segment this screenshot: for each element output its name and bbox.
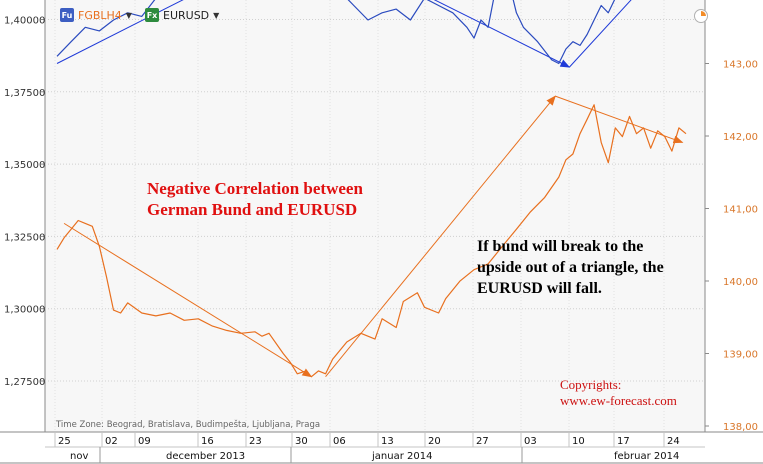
bund-trendline — [433, 0, 571, 68]
x-tick-label: 02 — [105, 436, 118, 447]
futures-icon: Fu — [60, 8, 74, 22]
x-tick-label: 23 — [249, 436, 262, 447]
correlation-line-1: Negative Correlation between — [147, 179, 363, 198]
left-tick-label: 1,27500 — [4, 377, 45, 388]
x-tick-label: 13 — [381, 436, 394, 447]
forecast-line-1: If bund will break to the — [477, 238, 644, 255]
series-line-fgblh4 — [56, 0, 616, 65]
eurusd-trendline — [555, 95, 684, 144]
x-tick-label: 25 — [58, 436, 71, 447]
trendlines — [56, 0, 684, 378]
series-lines — [56, 0, 687, 378]
forecast-line-3: EURUSD will fall. — [477, 280, 602, 297]
left-tick-label: 1,40000 — [4, 16, 45, 27]
right-tick-label: 142,00 — [723, 132, 758, 143]
legend-label-fgblh4: FGBLH4 — [78, 8, 122, 22]
grid — [44, 0, 706, 432]
x-tick-label: 24 — [667, 436, 680, 447]
timezone-label: Time Zone: Beograd, Bratislava, Budimpeš… — [56, 420, 321, 430]
copyright-line-1: Copyrights: — [560, 377, 622, 392]
right-axis: 146,00145,00144,00143,00142,00141,00140,… — [705, 60, 758, 433]
series-line-eurusd — [56, 104, 687, 378]
chevron-down-icon[interactable]: ▼ — [125, 10, 132, 20]
clock-icon[interactable] — [694, 9, 708, 23]
x-month-label: december 2013 — [166, 451, 245, 462]
left-tick-label: 1,32500 — [4, 232, 45, 243]
forecast-line-2: upside out of a triangle, the — [477, 259, 664, 276]
x-month-label: januar 2014 — [371, 451, 432, 462]
right-tick-label: 140,00 — [723, 277, 758, 288]
correlation-annotation: Negative Correlation between German Bund… — [147, 178, 363, 220]
x-tick-label: 06 — [333, 436, 346, 447]
chevron-down-icon[interactable]: ▼ — [213, 10, 220, 20]
forex-icon: Fx — [145, 8, 159, 22]
x-tick-label: 30 — [295, 436, 308, 447]
x-tick-label: 17 — [617, 436, 630, 447]
x-axis: 25 02 09 16 23 30 06 13 20 27 03 10 17 24 nov december … — [0, 431, 763, 464]
eurusd-trendline — [325, 95, 556, 377]
copyright-annotation: Copyrights: www.ew-forecast.com — [560, 377, 677, 409]
x-tick-label: 10 — [572, 436, 585, 447]
copyright-line-2: www.ew-forecast.com — [560, 393, 677, 408]
forecast-annotation: If bund will break to the upside out of … — [477, 236, 664, 299]
plot-background — [45, 0, 705, 432]
right-tick-label: 141,00 — [723, 205, 758, 216]
x-tick-label: 03 — [524, 436, 537, 447]
legend-series-eurusd[interactable]: Fx EURUSD ▼ — [145, 6, 219, 24]
bund-trendline — [569, 0, 632, 68]
x-month-label: februar 2014 — [614, 451, 679, 462]
right-tick-label: 138,00 — [723, 422, 758, 433]
left-tick-label: 1,35000 — [4, 160, 45, 171]
x-tick-label: 09 — [138, 436, 151, 447]
legend-series-fgblh4[interactable]: Fu FGBLH4 ▼ — [60, 6, 132, 24]
legend-label-eurusd: EURUSD — [163, 8, 210, 22]
right-tick-label: 139,00 — [723, 350, 758, 361]
left-axis: 1,40000 1,37500 1,35000 1,32500 1,30000 1,275… — [4, 16, 45, 389]
left-tick-label: 1,30000 — [4, 305, 45, 316]
eurusd-trendline — [63, 222, 313, 378]
x-month-label: nov — [70, 451, 88, 462]
x-tick-label: 16 — [201, 436, 214, 447]
bund-trendline — [56, 0, 184, 64]
correlation-line-2: German Bund and EURUSD — [147, 200, 358, 219]
x-axis-band — [0, 432, 763, 464]
right-tick-label: 143,00 — [723, 60, 758, 71]
x-tick-label: 27 — [476, 436, 489, 447]
x-tick-label: 20 — [428, 436, 441, 447]
left-tick-label: 1,37500 — [4, 88, 45, 99]
